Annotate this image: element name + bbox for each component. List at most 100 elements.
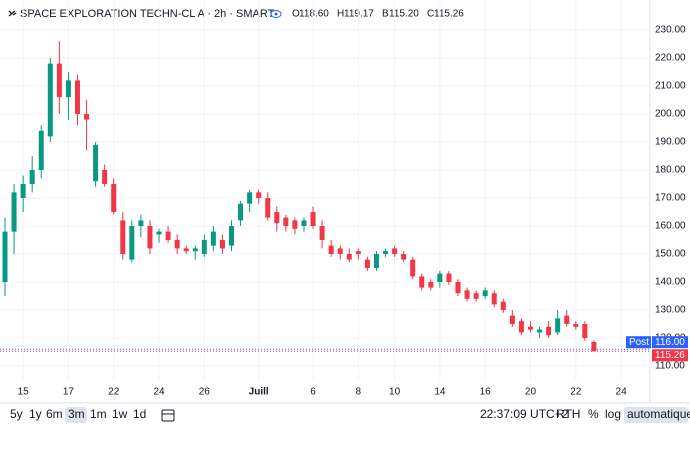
x-tick-label: 15 bbox=[18, 387, 30, 398]
candle-body bbox=[355, 251, 361, 254]
candle-body bbox=[410, 259, 416, 277]
ohlc-value: 118.60 bbox=[299, 9, 329, 20]
y-tick-label: 160.00 bbox=[655, 221, 686, 232]
candle-body bbox=[138, 220, 144, 226]
candle-body bbox=[591, 341, 597, 352]
x-tick-label: 24 bbox=[616, 387, 628, 398]
candle-body bbox=[527, 326, 533, 330]
candle-body bbox=[210, 231, 216, 246]
candle-body bbox=[84, 114, 90, 120]
price-tag-name: Post bbox=[629, 337, 649, 348]
candle-body bbox=[47, 63, 53, 137]
candle-body bbox=[428, 282, 434, 288]
candle-body bbox=[301, 220, 307, 226]
candle-body bbox=[265, 198, 271, 218]
candle-body bbox=[491, 293, 497, 305]
candle-body bbox=[446, 273, 452, 282]
percent-button[interactable]: % bbox=[588, 407, 599, 421]
x-tick-label: 6 bbox=[310, 387, 316, 398]
candle-body bbox=[509, 315, 515, 324]
x-tick-label: 16 bbox=[480, 387, 492, 398]
candle-body bbox=[464, 290, 470, 299]
range-button[interactable]: 3m bbox=[68, 407, 85, 421]
eye-icon[interactable] bbox=[270, 10, 282, 18]
candle-body bbox=[102, 170, 108, 184]
candle-body bbox=[319, 226, 325, 240]
y-tick-label: 220.00 bbox=[655, 53, 686, 64]
candle-body bbox=[183, 248, 189, 252]
range-button[interactable]: 5y bbox=[10, 407, 23, 421]
ohlc-letter: H bbox=[337, 9, 344, 20]
candle-body bbox=[373, 254, 379, 268]
ohlc-letter: C bbox=[427, 9, 434, 20]
candle-body bbox=[392, 248, 398, 254]
candle-body bbox=[274, 212, 280, 224]
range-button[interactable]: 1m bbox=[90, 407, 107, 421]
candle-body bbox=[582, 324, 588, 338]
ohlc-letter: O bbox=[292, 9, 300, 20]
candle-body bbox=[120, 220, 126, 254]
x-tick-label: 24 bbox=[153, 387, 165, 398]
x-tick-label: 20 bbox=[525, 387, 537, 398]
candle-body bbox=[364, 259, 370, 268]
price-tag-name-bg bbox=[626, 336, 651, 349]
candle-body bbox=[247, 192, 253, 204]
candle-body bbox=[310, 212, 316, 226]
range-button[interactable]: 1d bbox=[133, 407, 146, 421]
candle-body bbox=[500, 301, 506, 310]
auto-active bbox=[624, 407, 688, 423]
candle-body bbox=[174, 240, 180, 249]
x-tick-label: 8 bbox=[356, 387, 362, 398]
candle-body bbox=[156, 231, 162, 235]
candle-body bbox=[337, 248, 343, 254]
candle-body bbox=[564, 315, 570, 324]
candle-body bbox=[93, 144, 99, 182]
y-tick-label: 190.00 bbox=[655, 137, 686, 148]
candle-body bbox=[573, 324, 579, 327]
candle-body bbox=[11, 192, 17, 232]
y-tick-label: 180.00 bbox=[655, 165, 686, 176]
x-tick-label: 22 bbox=[108, 387, 120, 398]
candle-body bbox=[437, 273, 443, 282]
candle-body bbox=[20, 184, 26, 198]
y-tick-label: 130.00 bbox=[655, 305, 686, 316]
y-tick-label: 210.00 bbox=[655, 81, 686, 92]
candle-body bbox=[238, 203, 244, 221]
auto-button[interactable]: automatique bbox=[627, 407, 690, 421]
price-tag-label: 115.26 bbox=[655, 350, 685, 361]
candle-body bbox=[546, 326, 552, 336]
x-tick-label: Juill bbox=[249, 387, 269, 398]
candle-body bbox=[256, 192, 262, 198]
candle-body bbox=[555, 318, 561, 333]
candle-body bbox=[219, 240, 225, 249]
ohlc-letter: B bbox=[382, 9, 389, 20]
calendar-icon[interactable] bbox=[161, 409, 175, 422]
ohlc-value: 115.20 bbox=[389, 9, 419, 20]
candle-body bbox=[346, 254, 352, 260]
candle-body bbox=[537, 329, 543, 333]
ohlc-value: 115.26 bbox=[434, 9, 464, 20]
candle-body bbox=[2, 231, 8, 282]
candle-body bbox=[201, 240, 207, 254]
price-tag-label: 116.00 bbox=[655, 337, 685, 348]
range-button[interactable]: 1w bbox=[112, 407, 128, 421]
candle-body bbox=[292, 220, 298, 229]
range-button[interactable]: 1y bbox=[29, 407, 42, 421]
chart-title: SPACE EXPLORATION TECHN-CL A · 2h · SMAR… bbox=[20, 8, 275, 20]
candle-body bbox=[383, 251, 389, 254]
ohlc-value: 119.17 bbox=[344, 9, 374, 20]
y-tick-label: 170.00 bbox=[655, 193, 686, 204]
price-tag bbox=[652, 336, 688, 349]
y-tick-label: 230.00 bbox=[655, 25, 686, 36]
range-button[interactable]: 6m bbox=[46, 407, 63, 421]
candle-body bbox=[29, 170, 35, 184]
candle-body bbox=[229, 226, 234, 246]
candle-body bbox=[111, 184, 117, 212]
candle-body bbox=[518, 321, 524, 333]
log-button[interactable]: log bbox=[605, 407, 621, 421]
y-tick-label: 200.00 bbox=[655, 109, 686, 120]
candle-body bbox=[419, 276, 425, 288]
session[interactable]: RTH bbox=[556, 407, 580, 421]
y-tick-label: 140.00 bbox=[655, 277, 686, 288]
